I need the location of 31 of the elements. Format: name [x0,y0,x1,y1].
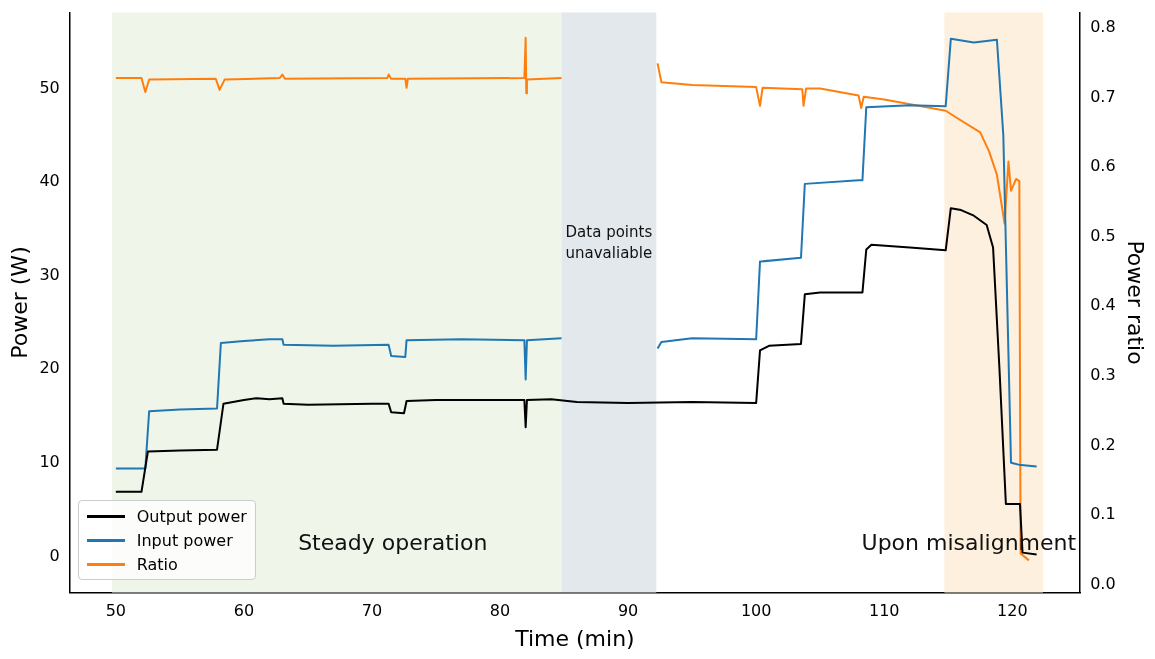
y-tick-label: 50 [39,77,60,97]
x-axis-title: Time (min) [514,625,635,651]
y-tick-label: 40 [39,171,60,191]
x-tick-label: 90 [617,601,639,621]
legend-label: Output power [136,506,247,526]
y2-tick-label: 0.4 [1090,295,1116,315]
x-tick-label: 120 [997,601,1028,621]
y-axis-title: Power (W) [6,246,32,359]
y-tick-label: 30 [39,264,60,284]
legend-label: Input power [136,530,233,550]
x-tick-label: 60 [233,601,255,621]
y2-tick-label: 0.8 [1090,17,1116,37]
band-label: Data points unavaliable [565,222,653,262]
x-tick-label: 110 [868,601,900,621]
y2-tick-label: 0.1 [1090,504,1116,524]
band-label: Steady operation [298,530,488,556]
y2-tick-label: 0.2 [1090,434,1116,454]
x-tick-label: 80 [489,601,511,621]
y-tick-label: 10 [39,451,60,471]
x-tick-label: 50 [105,601,127,621]
y2-tick-label: 0.5 [1090,225,1116,245]
y2-axis-title: Power ratio [1123,240,1149,365]
y2-tick-label: 0.0 [1090,573,1116,593]
y-tick-label: 20 [39,358,60,378]
y2-tick-label: 0.6 [1090,156,1116,176]
y2-tick-label: 0.3 [1090,365,1116,385]
x-tick-label: 70 [361,601,383,621]
x-tick-label: 100 [740,601,772,621]
y-tick-label: 0 [49,545,60,565]
legend-label: Ratio [136,554,178,574]
y2-tick-label: 0.7 [1090,86,1116,106]
